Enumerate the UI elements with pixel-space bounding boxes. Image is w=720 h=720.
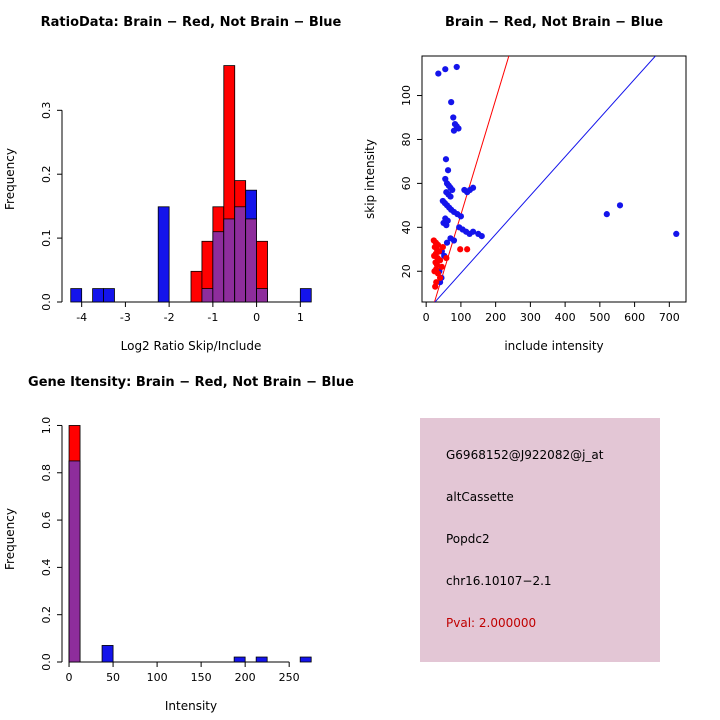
svg-text:0.6: 0.6 [40,511,53,529]
svg-text:80: 80 [400,132,413,146]
svg-text:-4: -4 [76,311,87,324]
svg-text:250: 250 [279,671,300,684]
svg-text:0.1: 0.1 [40,229,53,247]
intensity-scatter-chart: Brain − Red, Not Brain − Blue include int… [363,15,687,353]
svg-text:300: 300 [520,311,541,324]
svg-text:-3: -3 [120,311,131,324]
svg-text:100: 100 [450,311,471,324]
pval-text: Pval: 2.000000 [446,616,537,630]
svg-text:0.4: 0.4 [40,559,53,577]
svg-text:Frequency: Frequency [3,508,17,570]
svg-text:0.8: 0.8 [40,464,53,482]
svg-text:100: 100 [147,671,168,684]
svg-text:150: 150 [191,671,212,684]
svg-text:Frequency: Frequency [3,148,17,210]
info-panel: G6968152@J922082@j_at altCassette Popdc2… [360,360,720,720]
svg-text:0.0: 0.0 [40,653,53,671]
svg-text:600: 600 [624,311,645,324]
svg-text:60: 60 [400,176,413,190]
svg-text:1: 1 [297,311,304,324]
svg-text:RatioData: Brain − Red, Not Br: RatioData: Brain − Red, Not Brain − Blue [41,15,342,30]
svg-text:Brain − Red, Not Brain − Blue: Brain − Red, Not Brain − Blue [445,15,663,30]
svg-text:Gene Itensity: Brain − Red, No: Gene Itensity: Brain − Red, Not Brain − … [28,375,354,390]
svg-text:-2: -2 [164,311,175,324]
svg-text:200: 200 [485,311,506,324]
svg-text:500: 500 [589,311,610,324]
svg-text:40: 40 [400,220,413,234]
svg-text:include intensity: include intensity [504,339,603,353]
svg-text:-1: -1 [207,311,218,324]
svg-text:0.3: 0.3 [40,102,53,120]
svg-text:20: 20 [400,264,413,278]
svg-text:200: 200 [235,671,256,684]
svg-text:0: 0 [423,311,430,324]
svg-text:50: 50 [106,671,120,684]
svg-text:0.2: 0.2 [40,165,53,183]
locus-text: chr16.10107−2.1 [446,574,552,588]
gene-name-text: Popdc2 [446,532,490,546]
gene-intensity-histogram-chart: Gene Itensity: Brain − Red, Not Brain − … [3,375,354,713]
svg-text:400: 400 [555,311,576,324]
svg-text:Intensity: Intensity [165,699,217,713]
svg-text:Log2 Ratio Skip/Include: Log2 Ratio Skip/Include [121,339,262,353]
probe-id-text: G6968152@J922082@j_at [446,448,604,462]
svg-text:0.0: 0.0 [40,293,53,311]
svg-text:skip intensity: skip intensity [363,139,377,219]
svg-text:0.2: 0.2 [40,606,53,624]
svg-text:100: 100 [400,85,413,106]
event-type-text: altCassette [446,490,514,504]
svg-text:700: 700 [659,311,680,324]
info-box: G6968152@J922082@j_at altCassette Popdc2… [420,418,660,662]
svg-text:0: 0 [253,311,260,324]
ratio-histogram-chart: RatioData: Brain − Red, Not Brain − Blue… [3,15,342,353]
svg-text:0: 0 [66,671,73,684]
svg-text:1.0: 1.0 [40,417,53,435]
